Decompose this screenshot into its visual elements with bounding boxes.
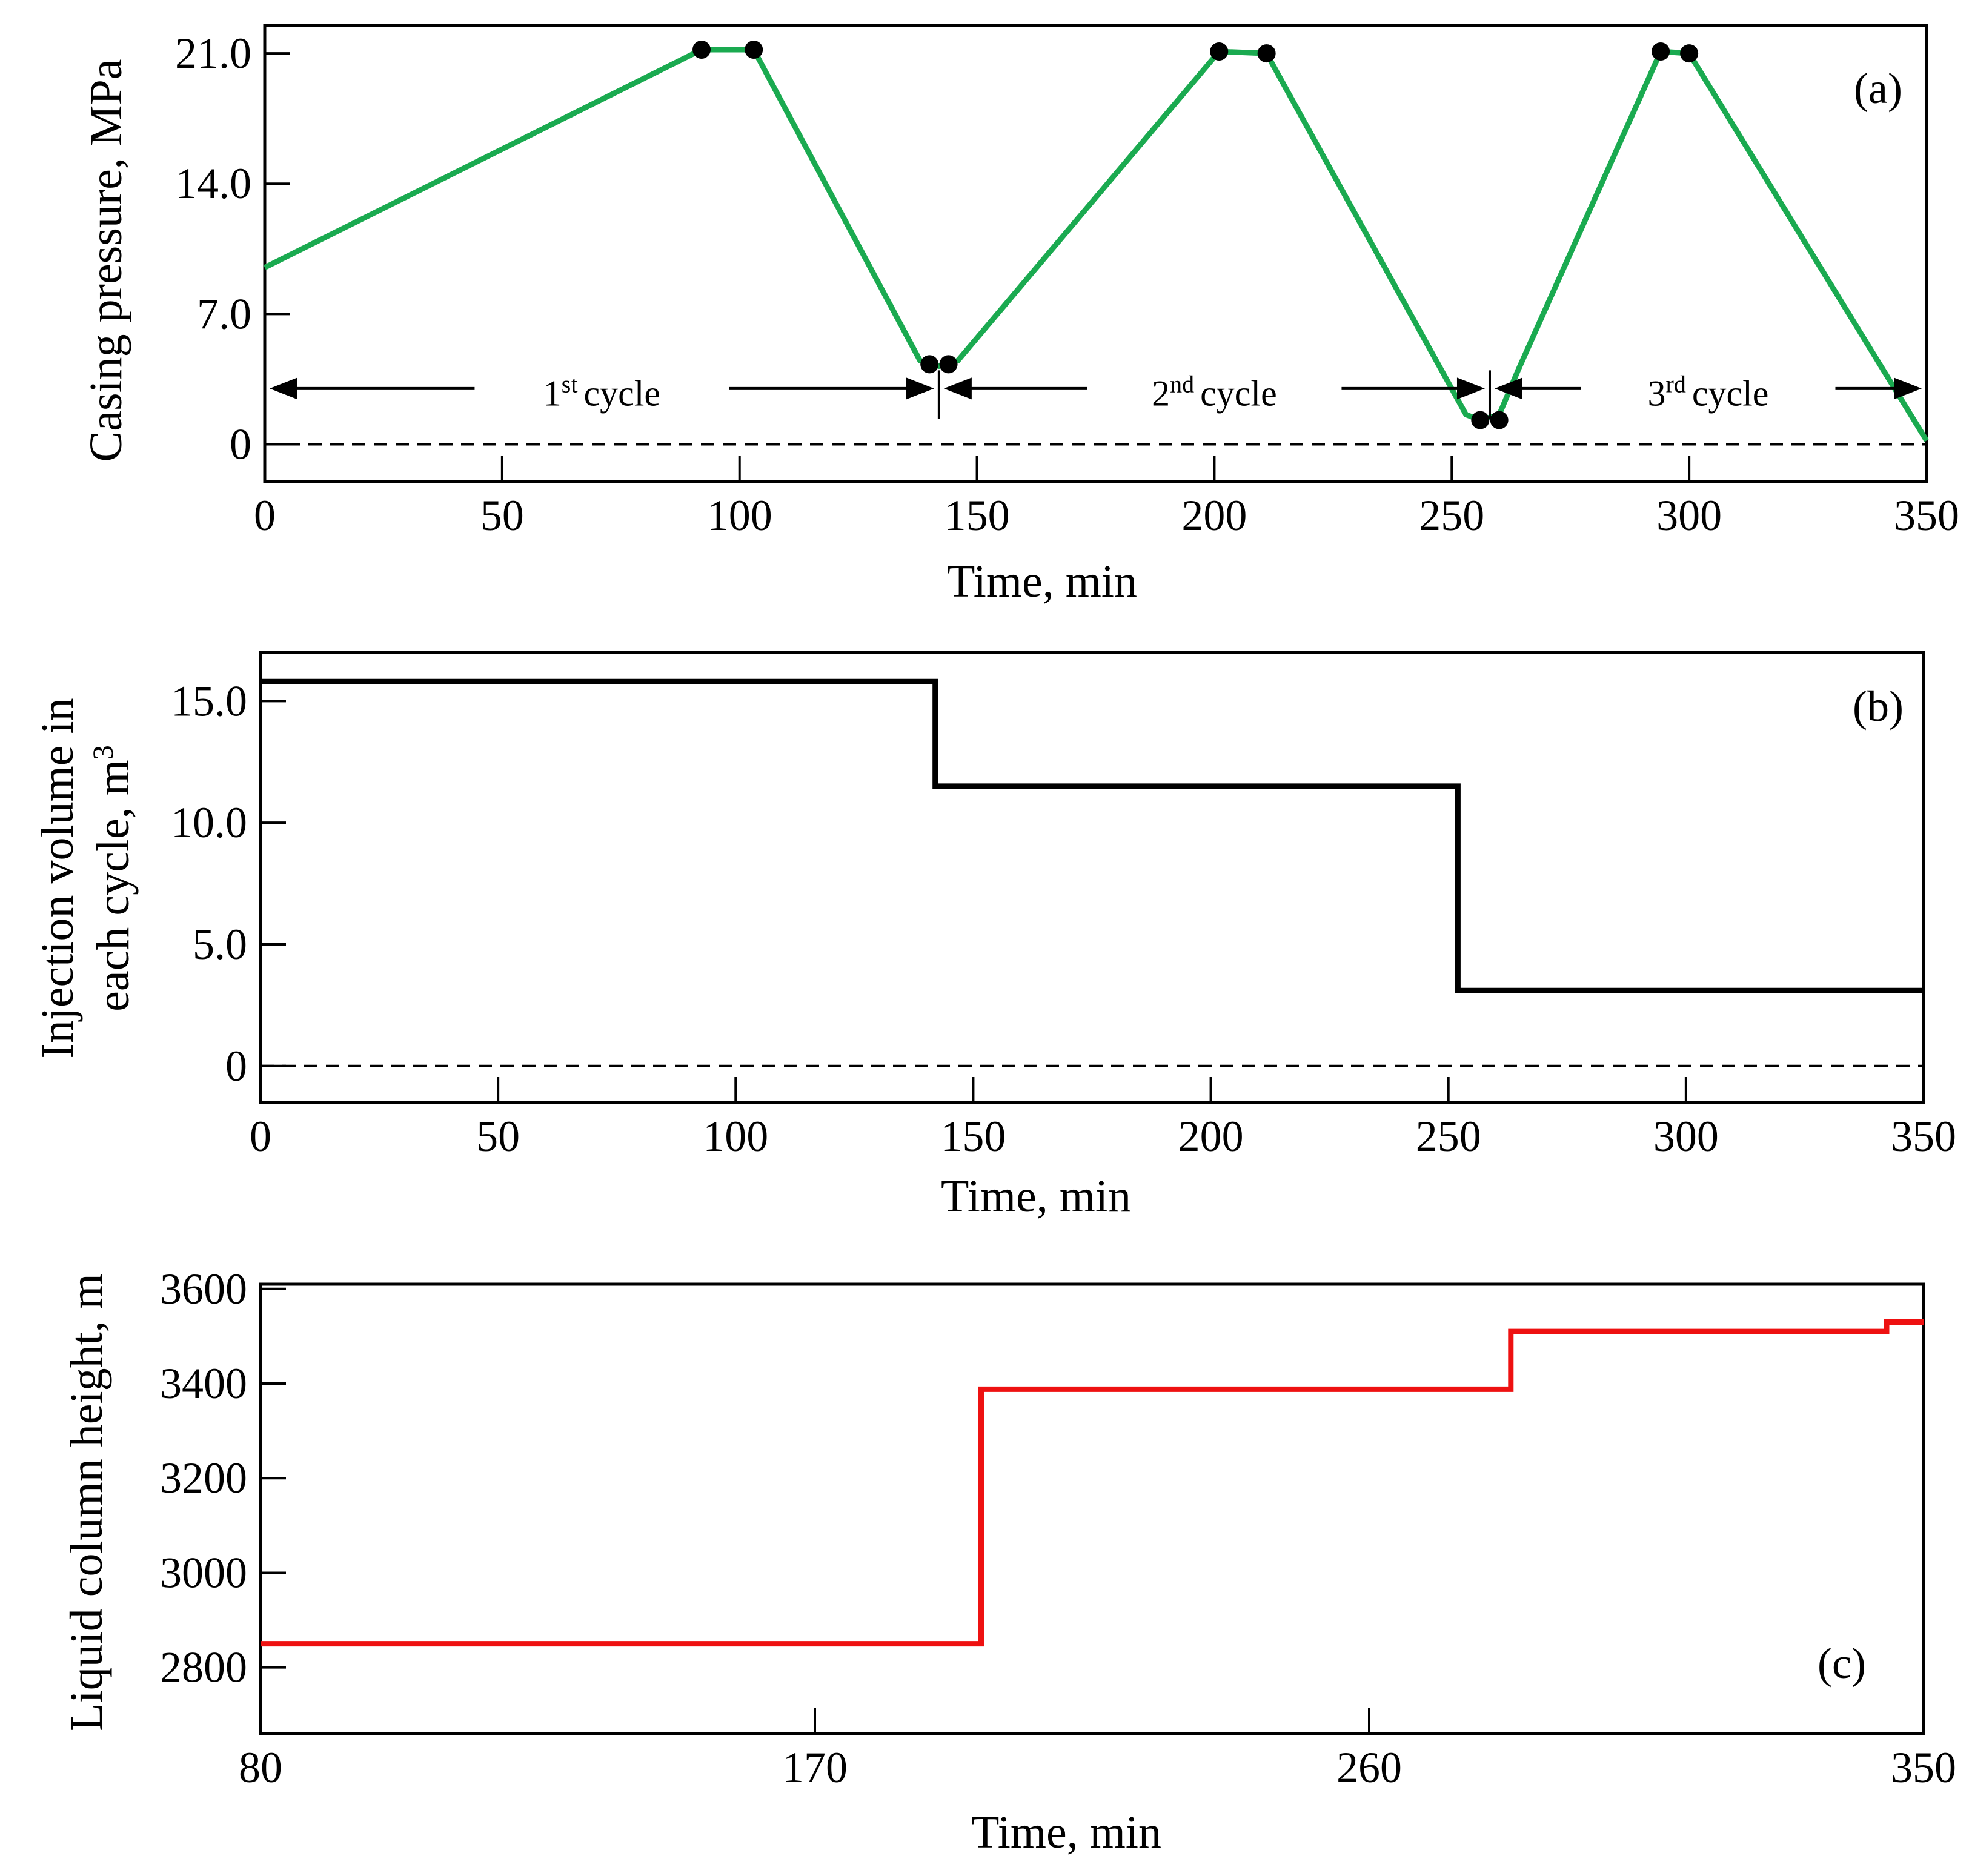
panel-b-x-tick-label-4: 200: [1178, 1112, 1244, 1161]
panel-a-marker-point-5: [1257, 44, 1276, 63]
panel-c-series-line-0: [261, 1319, 1924, 1647]
panel-b-y-tick-label-3: 15.0: [171, 677, 247, 725]
panel-b-x-tick-label-7: 350: [1891, 1112, 1956, 1161]
panel-b-y-tick-label-1: 5.0: [193, 920, 247, 969]
panel-b-y-axis-title-line2: each cycle, m3: [87, 745, 139, 1012]
panel-a-marker-point-3: [939, 355, 958, 374]
panel-c-y-tick-label-4: 3600: [160, 1265, 247, 1313]
panel-a-x-tick-label-3: 150: [945, 491, 1010, 540]
panel-b-y-axis-title-line1: Injection volume in: [32, 698, 83, 1058]
panel-b-x-tick-label-6: 300: [1653, 1112, 1719, 1161]
cycle-3-arrow-right-head: [1894, 377, 1922, 400]
panel-a-x-tick-label-6: 300: [1656, 491, 1722, 540]
panel-a-marker-point-2: [920, 355, 939, 374]
cycle-1-label: 1st cycle: [543, 370, 660, 414]
panel-a-marker-point-8: [1652, 42, 1670, 61]
cycle-2-label: 2nd cycle: [1152, 370, 1277, 414]
cycle-2-label-sup: nd: [1170, 370, 1194, 397]
panel-b-series-line-0: [261, 678, 1924, 993]
cycle-1-arrow-left-head: [270, 377, 297, 400]
panel-b-frame: [259, 651, 1925, 1104]
panel-a-x-axis-title: Time, min: [947, 556, 1137, 607]
panel-a-y-tick-label-0: 0: [230, 420, 251, 469]
panel-a-marker-point-9: [1680, 44, 1699, 63]
panel-c-label: (c): [1818, 1639, 1866, 1688]
panel-c-plot-area: 80 170 260 350 2800 3000 3200 3400 3600: [160, 1265, 1956, 1792]
panel-c-x-tick-label-3: 350: [1891, 1743, 1956, 1792]
cycle-1-label-word: cycle: [583, 373, 660, 413]
panel-b-label: (b): [1853, 682, 1904, 731]
panel-a-marker-point-0: [692, 40, 711, 59]
panel-a-y-tick-label-1: 7.0: [197, 290, 251, 338]
panel-c-y-tick-label-0: 2800: [160, 1643, 247, 1692]
panel-a-marker-point-4: [1210, 42, 1229, 61]
panel-b-x-tick-label-0: 0: [250, 1112, 271, 1161]
panel-a-y-tick-label-3: 21.0: [175, 29, 251, 78]
cycle-3-label: 3rd cycle: [1648, 370, 1769, 414]
panel-b-x-axis-title: Time, min: [941, 1171, 1131, 1222]
cycle-2-label-word: cycle: [1200, 373, 1277, 413]
panel-b-y-tick-label-2: 10.0: [171, 798, 247, 847]
panel-c-x-axis-title: Time, min: [971, 1807, 1161, 1858]
panel-b-x-tick-label-2: 100: [703, 1112, 768, 1161]
panel-b-y-axis-title-sup: 3: [87, 745, 119, 760]
panel-c-x-tick-label-0: 80: [239, 1743, 282, 1792]
panel-c-y-tick-label-3: 3400: [160, 1359, 247, 1408]
cycle-3-label-word: cycle: [1692, 373, 1769, 413]
panel-b-injection-volume: 0 50 100 150 200 250 300 350 0 5.0 10.0 15.0 (b) Ti…: [32, 651, 1956, 1222]
panel-a-y-axis-title: Casing pressure, MPa: [81, 59, 131, 462]
panel-a-marker-point-1: [745, 40, 763, 59]
panel-c-y-axis-title: Liquid column height, m: [61, 1273, 112, 1731]
panel-a-x-tick-label-1: 50: [480, 491, 524, 540]
cycle-3-label-sup: rd: [1666, 370, 1686, 397]
cycle-1-label-num: 1: [543, 373, 562, 413]
cycle-1-label-sup: st: [562, 370, 578, 397]
panel-a-y-tick-label-2: 14.0: [175, 159, 251, 208]
cycle-3-label-num: 3: [1648, 373, 1666, 413]
panel-a-x-tick-label-2: 100: [707, 491, 772, 540]
cycle-2-arrow-right-head: [1456, 377, 1485, 400]
cycle-2-arrow-left-head: [943, 377, 972, 400]
panel-c-frame: [259, 1282, 1925, 1735]
panel-c-y-tick-label-2: 3200: [160, 1454, 247, 1502]
panel-c-liquid-column-height: 80 170 260 350 2800 3000 3200 3400 3600 (c) Time…: [61, 1265, 1956, 1858]
panel-a-x-tick-label-5: 250: [1419, 491, 1484, 540]
panel-c-y-tick-label-1: 3000: [160, 1548, 247, 1597]
panel-a-label: (a): [1854, 64, 1902, 113]
panel-a-x-tick-label-7: 350: [1894, 491, 1959, 540]
panel-b-y-axis-title-line2-text: each cycle, m: [88, 760, 139, 1012]
cycle-3-arrow-left-head: [1494, 377, 1522, 400]
panel-a-frame: [263, 24, 1928, 483]
panel-b-x-tick-label-3: 150: [940, 1112, 1006, 1161]
panel-b-x-tick-label-1: 50: [476, 1112, 520, 1161]
panel-a-marker-point-6: [1471, 411, 1490, 429]
cycle-1-arrow-right-head: [906, 377, 934, 400]
panel-a-marker-point-7: [1490, 411, 1509, 429]
cycle-2-label-num: 2: [1152, 373, 1170, 413]
panel-b-x-tick-label-5: 250: [1416, 1112, 1481, 1161]
panel-b-plot-area: 0 50 100 150 200 250 300 350 0 5.0 10.0 15.0: [171, 651, 1956, 1161]
panel-c-x-tick-label-2: 260: [1336, 1743, 1402, 1792]
panel-a-x-tick-label-4: 200: [1181, 491, 1247, 540]
panel-a-x-tick-label-0: 0: [254, 491, 276, 540]
panel-b-y-tick-label-0: 0: [225, 1042, 247, 1090]
panel-c-x-tick-label-1: 170: [782, 1743, 848, 1792]
